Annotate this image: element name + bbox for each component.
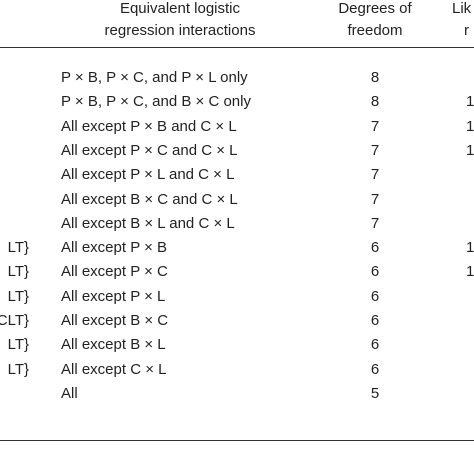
row-left-fragment: LT} [7,287,29,305]
table-row: All except P × B and C × L 7 1 [0,115,474,139]
table-row: All except P × C and C × L 7 1 [0,139,474,163]
row-left-fragment: CLT} [0,312,29,329]
table-row: LT} All except B × L 6 [0,333,474,357]
row-degrees-of-freedom: 7 [370,117,380,135]
row-degrees-of-freedom: 5 [370,384,380,402]
row-interactions: All except P × B and C × L [61,117,237,135]
row-degrees-of-freedom: 7 [370,141,380,159]
header-df-line1: Degrees of [338,0,412,17]
row-likelihood-fragment: 1 [466,117,474,135]
table-row: All except P × L and C × L 7 [0,163,474,187]
row-interactions: All except P × L [61,287,166,305]
row-interactions: All except P × B [61,239,168,257]
row-interactions: All except B × L [61,336,166,354]
header-df: Degrees of freedom [327,0,423,42]
header-interactions: Equivalent logistic regression interacti… [80,0,280,42]
row-degrees-of-freedom: 6 [370,239,380,257]
row-degrees-of-freedom: 6 [370,287,380,305]
table-row: LT} All except C × L 6 [0,358,474,382]
table-row: LT} All except P × B 6 1 [0,236,474,260]
row-interactions: All [61,384,78,402]
row-degrees-of-freedom: 8 [370,69,380,86]
row-degrees-of-freedom: 6 [370,312,380,329]
row-interactions: All except B × L and C × L [61,214,235,232]
table-row: CLT} All except B × C 6 [0,309,474,333]
row-likelihood-fragment: 1 [466,239,474,257]
table-row: All except B × L and C × L 7 [0,212,474,236]
row-left-fragment: LT} [7,263,29,281]
header-lik-line2: r [464,22,469,39]
row-degrees-of-freedom: 7 [370,214,380,232]
row-interactions: All except B × C [61,312,169,329]
row-likelihood-fragment: 1 [466,141,474,159]
row-degrees-of-freedom: 6 [370,360,380,378]
header-lik-line1: Lik [452,0,472,17]
row-interactions: All except B × C and C × L [61,190,238,208]
header-interactions-line1: Equivalent logistic [119,0,241,17]
row-interactions: All except P × C [61,263,168,281]
row-degrees-of-freedom: 7 [370,190,380,208]
table-row: LT} All except P × L 6 [0,285,474,309]
row-left-fragment: LT} [7,239,29,257]
row-degrees-of-freedom: 6 [370,263,380,281]
table-row: P × B, P × C, and B × C only 8 1 [0,90,474,114]
row-interactions: P × B, P × C, and B × C only [61,93,251,111]
row-left-fragment: LT} [7,360,29,378]
row-interactions: All except P × L and C × L [61,166,235,184]
header-df-line2: freedom [347,22,403,39]
row-degrees-of-freedom: 7 [370,166,380,184]
row-interactions: All except P × C and C × L [61,141,238,159]
row-likelihood-fragment: 1 [466,263,474,281]
header-rule [0,47,474,48]
header-lik: Lik r [450,0,474,42]
row-interactions: All except C × L [61,360,167,378]
row-likelihood-fragment: 1 [466,93,474,111]
table-row: LT} All except P × C 6 1 [0,260,474,284]
row-degrees-of-freedom: 8 [370,93,380,111]
row-interactions: P × B, P × C, and P × L only [61,69,248,86]
table-row: All 5 [0,382,474,406]
header-interactions-line2: regression interactions [104,22,256,39]
row-degrees-of-freedom: 6 [370,336,380,354]
bottom-rule [0,440,474,441]
row-left-fragment: LT} [7,336,29,354]
table-row: P × B, P × C, and P × L only 8 [0,66,474,90]
table-row: All except B × C and C × L 7 [0,188,474,212]
